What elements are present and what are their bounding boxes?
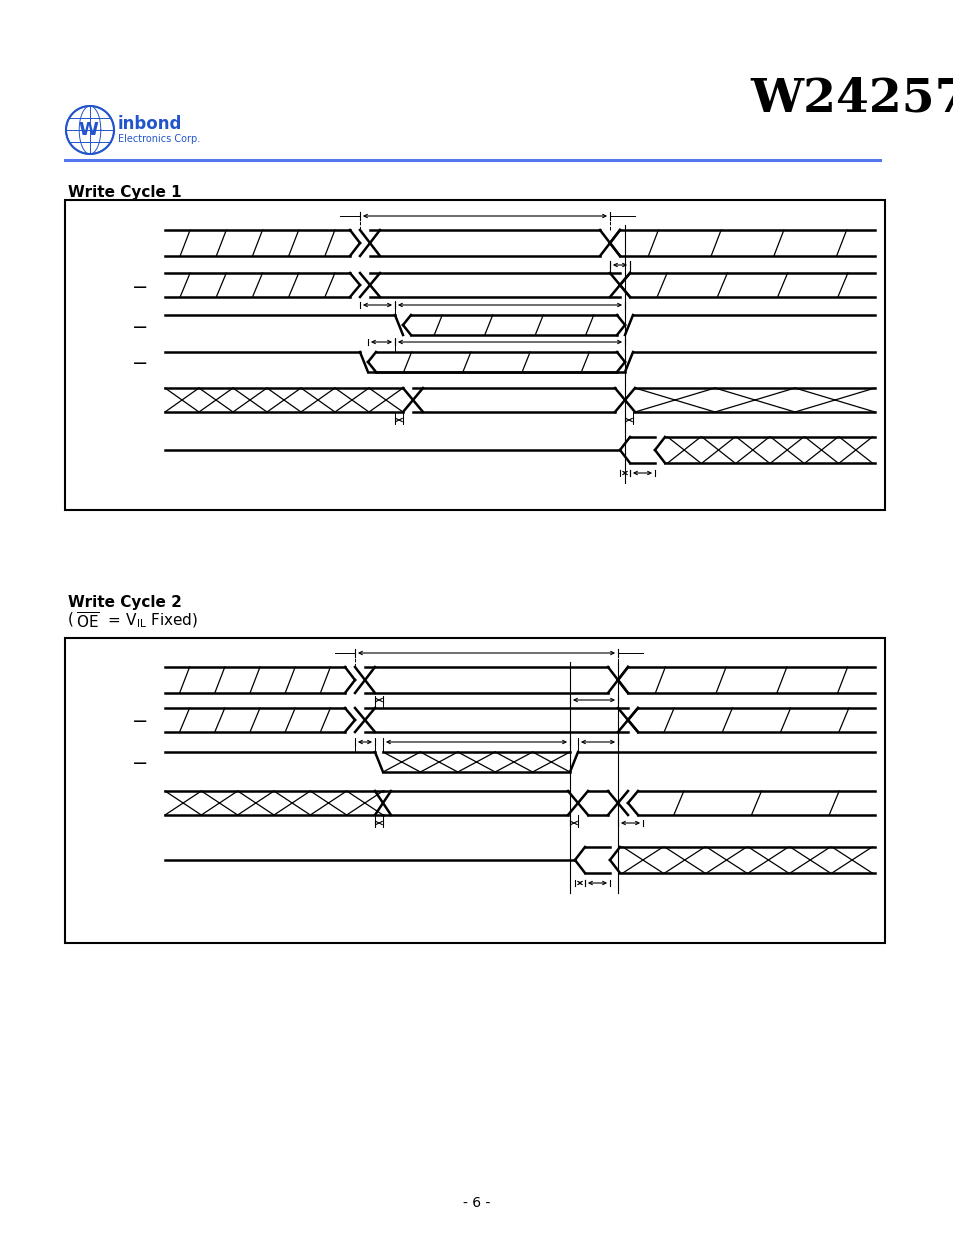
Circle shape — [66, 106, 113, 154]
Text: $-$: $-$ — [131, 315, 147, 335]
Text: $-$: $-$ — [131, 752, 147, 772]
Text: (: ( — [68, 613, 73, 627]
Bar — [65, 200, 884, 510]
Text: Electronics Corp.: Electronics Corp. — [118, 135, 200, 144]
Text: inbond: inbond — [118, 115, 182, 133]
Text: Write Cycle 1: Write Cycle 1 — [68, 185, 181, 200]
Text: $-$: $-$ — [131, 710, 147, 730]
Text: $-$: $-$ — [131, 352, 147, 372]
Text: = V$_{\rm IL}$ Fixed): = V$_{\rm IL}$ Fixed) — [103, 613, 198, 630]
Bar — [65, 638, 884, 944]
Text: W24257: W24257 — [749, 75, 953, 121]
Circle shape — [68, 107, 112, 152]
Text: W: W — [78, 121, 98, 140]
Text: $-$: $-$ — [131, 275, 147, 294]
Text: Write Cycle 2: Write Cycle 2 — [68, 595, 182, 610]
Text: - 6 -: - 6 - — [463, 1195, 490, 1210]
Text: $\overline{\rm OE}$: $\overline{\rm OE}$ — [76, 613, 99, 632]
